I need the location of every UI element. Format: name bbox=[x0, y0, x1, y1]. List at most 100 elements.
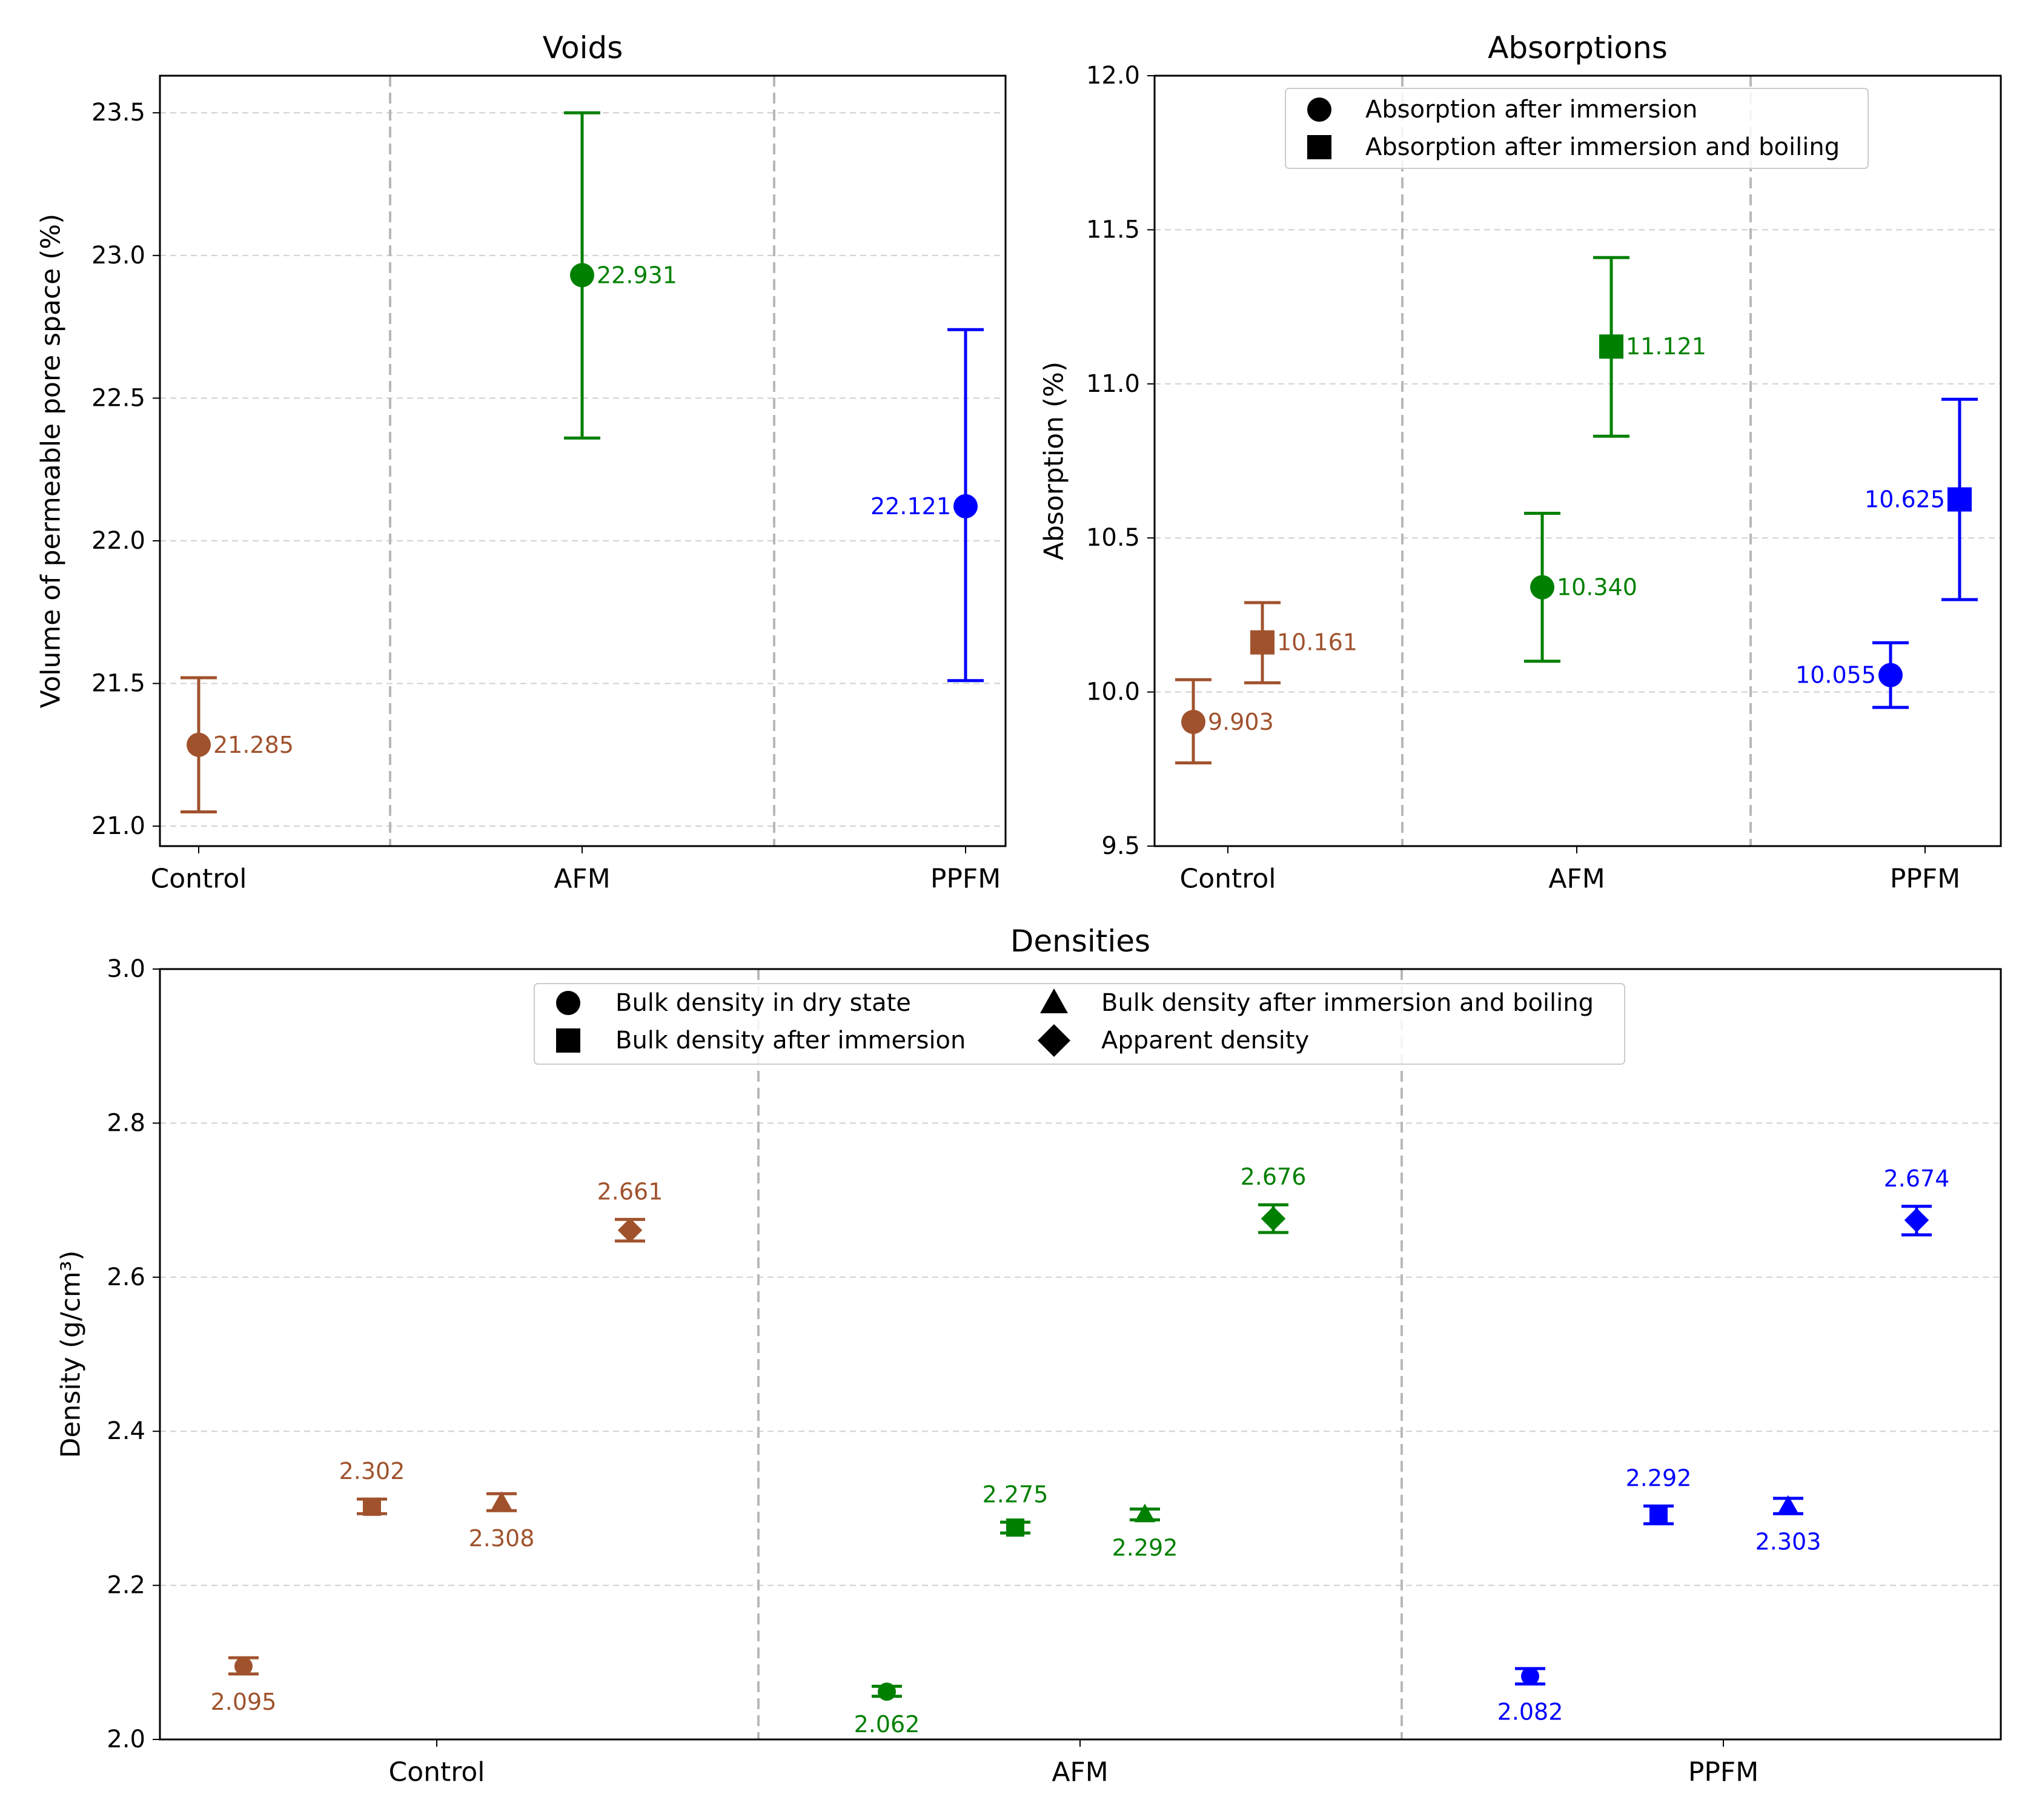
data-point-bulk-density-after-immersion-and-boiling-control: 2.308 bbox=[469, 1491, 535, 1552]
data-label: 2.303 bbox=[1755, 1528, 1821, 1555]
x-tick-label-control: Control bbox=[1179, 864, 1276, 895]
data-point-bulk-density-after-immersion-control: 2.302 bbox=[339, 1458, 405, 1516]
y-tick-label: 2.0 bbox=[107, 1726, 145, 1753]
y-tick-label: 3.0 bbox=[107, 955, 145, 983]
chart-title: Absorptions bbox=[1488, 30, 1668, 65]
circle-marker bbox=[234, 1657, 253, 1676]
data-point-bulk-density-in-dry-state-ppfm: 2.082 bbox=[1497, 1667, 1563, 1725]
data-point-bulk-density-after-immersion-ppfm: 2.292 bbox=[1626, 1465, 1691, 1526]
densities-chart: 2.0 2.2 2.4 2.6 2.8 3.0 Control AFM PPFM Densitie… bbox=[56, 924, 2002, 1788]
legend-circle-marker bbox=[1307, 98, 1331, 122]
x-tick-label-afm: AFM bbox=[554, 864, 610, 895]
data-point-volume-of-permeable-pore-space-control: 21.285 bbox=[181, 676, 294, 813]
data-label: 10.055 bbox=[1795, 662, 1876, 689]
data-point-absorption-after-immersion-and-boiling-control: 10.161 bbox=[1244, 601, 1357, 684]
data-label: 2.308 bbox=[469, 1525, 535, 1552]
legend-square-marker bbox=[1307, 135, 1331, 159]
data-label: 22.121 bbox=[870, 493, 951, 520]
y-tick-label: 11.0 bbox=[1086, 370, 1140, 398]
data-label: 2.062 bbox=[854, 1711, 920, 1738]
data-point-volume-of-permeable-pore-space-afm: 22.931 bbox=[564, 111, 677, 440]
data-label: 2.275 bbox=[983, 1481, 1049, 1507]
data-label: 10.625 bbox=[1865, 486, 1945, 513]
data-point-apparent-density-control: 2.661 bbox=[597, 1178, 663, 1243]
data-label: 22.931 bbox=[597, 262, 677, 288]
data-label: 2.302 bbox=[339, 1458, 405, 1484]
square-marker bbox=[1599, 334, 1623, 359]
y-tick-label: 10.5 bbox=[1086, 524, 1140, 552]
legend: Absorption after immersion Absorption aft… bbox=[1285, 88, 1869, 169]
x-tick-label-afm: AFM bbox=[1052, 1757, 1108, 1788]
y-tick-label: 11.5 bbox=[1086, 216, 1140, 243]
triangle-marker bbox=[1777, 1495, 1799, 1514]
y-tick-label: 23.0 bbox=[91, 242, 145, 270]
y-axis-title: Absorption (%) bbox=[1039, 362, 1070, 560]
y-tick-label: 2.4 bbox=[107, 1417, 145, 1445]
data-point-bulk-density-after-immersion-and-boiling-ppfm: 2.303 bbox=[1755, 1495, 1821, 1555]
data-point-bulk-density-in-dry-state-afm: 2.062 bbox=[854, 1683, 920, 1738]
plot-frame bbox=[159, 968, 2002, 1741]
legend-entry-absorption-after-immersion: Absorption after immersion bbox=[1307, 96, 1697, 124]
data-point-bulk-density-in-dry-state-control: 2.095 bbox=[211, 1656, 277, 1715]
absorptions-chart: 9.5 10.0 10.5 11.0 11.5 12.0 Control AFM PPFM Abs… bbox=[1039, 30, 2002, 895]
legend-triangle-marker bbox=[1040, 988, 1068, 1013]
circle-marker bbox=[953, 494, 978, 518]
data-label: 2.674 bbox=[1884, 1165, 1950, 1192]
legend-box bbox=[534, 983, 1625, 1065]
y-tick-label: 23.5 bbox=[91, 99, 145, 127]
legend-circle-marker bbox=[556, 991, 580, 1015]
data-point-bulk-density-after-immersion-and-boiling-afm: 2.292 bbox=[1112, 1503, 1178, 1561]
legend-label: Bulk density after immersion and boiling bbox=[1101, 989, 1594, 1017]
data-point-absorption-after-immersion-and-boiling-ppfm: 10.625 bbox=[1865, 397, 1978, 601]
y-tick-label: 22.0 bbox=[91, 527, 145, 555]
y-tick-label: 12.0 bbox=[1086, 62, 1140, 90]
data-label: 2.676 bbox=[1241, 1163, 1307, 1190]
y-tick-label: 2.6 bbox=[107, 1263, 145, 1291]
square-marker bbox=[1649, 1505, 1668, 1524]
legend-label: Bulk density in dry state bbox=[615, 989, 911, 1017]
legend-entry-bulk-density-after-immersion-and-boiling: Bulk density after immersion and boiling bbox=[1040, 988, 1594, 1017]
square-marker bbox=[1947, 487, 1972, 512]
y-tick-label: 21.5 bbox=[91, 669, 145, 697]
y-tick-label: 2.2 bbox=[107, 1572, 145, 1600]
circle-marker bbox=[878, 1683, 896, 1701]
legend-entry-absorption-after-immersion-and-boiling: Absorption after immersion and boiling bbox=[1307, 133, 1840, 161]
data-point-apparent-density-afm: 2.676 bbox=[1241, 1163, 1307, 1234]
data-point-volume-of-permeable-pore-space-ppfm: 22.121 bbox=[870, 328, 984, 683]
circle-marker bbox=[570, 263, 594, 288]
circle-marker bbox=[1181, 709, 1205, 734]
square-marker bbox=[1006, 1518, 1024, 1537]
legend-box bbox=[1285, 88, 1869, 169]
data-label: 2.661 bbox=[597, 1178, 663, 1205]
legend-square-marker bbox=[556, 1028, 580, 1053]
chart-title: Densities bbox=[1010, 924, 1150, 959]
data-point-absorption-after-immersion-and-boiling-afm: 11.121 bbox=[1593, 256, 1706, 438]
x-tick-label-ppfm: PPFM bbox=[1688, 1757, 1758, 1788]
data-label: 10.161 bbox=[1277, 629, 1357, 656]
legend-entry-apparent-density: Apparent density bbox=[1038, 1024, 1309, 1057]
data-label: 2.082 bbox=[1497, 1698, 1563, 1725]
voids-chart: 21.0 21.5 22.0 22.5 23.0 23.5 Control AFM PPFM Vo… bbox=[36, 30, 1007, 895]
triangle-marker bbox=[1134, 1503, 1156, 1523]
y-tick-label: 21.0 bbox=[91, 812, 145, 840]
chart-title: Voids bbox=[543, 30, 623, 65]
triangle-marker bbox=[491, 1491, 512, 1510]
data-point-apparent-density-ppfm: 2.674 bbox=[1884, 1165, 1950, 1237]
legend-label: Bulk density after immersion bbox=[615, 1027, 966, 1054]
legend-label: Apparent density bbox=[1101, 1027, 1309, 1054]
circle-marker bbox=[1530, 575, 1554, 600]
data-point-absorption-after-immersion-afm: 10.340 bbox=[1524, 511, 1637, 663]
x-tick-label-control: Control bbox=[388, 1757, 485, 1788]
y-tick-label: 2.8 bbox=[107, 1109, 145, 1137]
data-point-absorption-after-immersion-ppfm: 10.055 bbox=[1795, 641, 1909, 709]
square-marker bbox=[1250, 630, 1275, 655]
circle-marker bbox=[1878, 663, 1903, 687]
x-tick-label-afm: AFM bbox=[1548, 864, 1605, 895]
data-label: 2.095 bbox=[211, 1689, 277, 1715]
x-tick-label-ppfm: PPFM bbox=[930, 864, 1001, 895]
legend-entry-bulk-density-in-dry-state: Bulk density in dry state bbox=[556, 989, 911, 1017]
x-tick-label-control: Control bbox=[150, 864, 247, 895]
data-label: 21.285 bbox=[213, 732, 294, 758]
y-axis-title: Volume of permeable pore space (%) bbox=[36, 214, 67, 709]
